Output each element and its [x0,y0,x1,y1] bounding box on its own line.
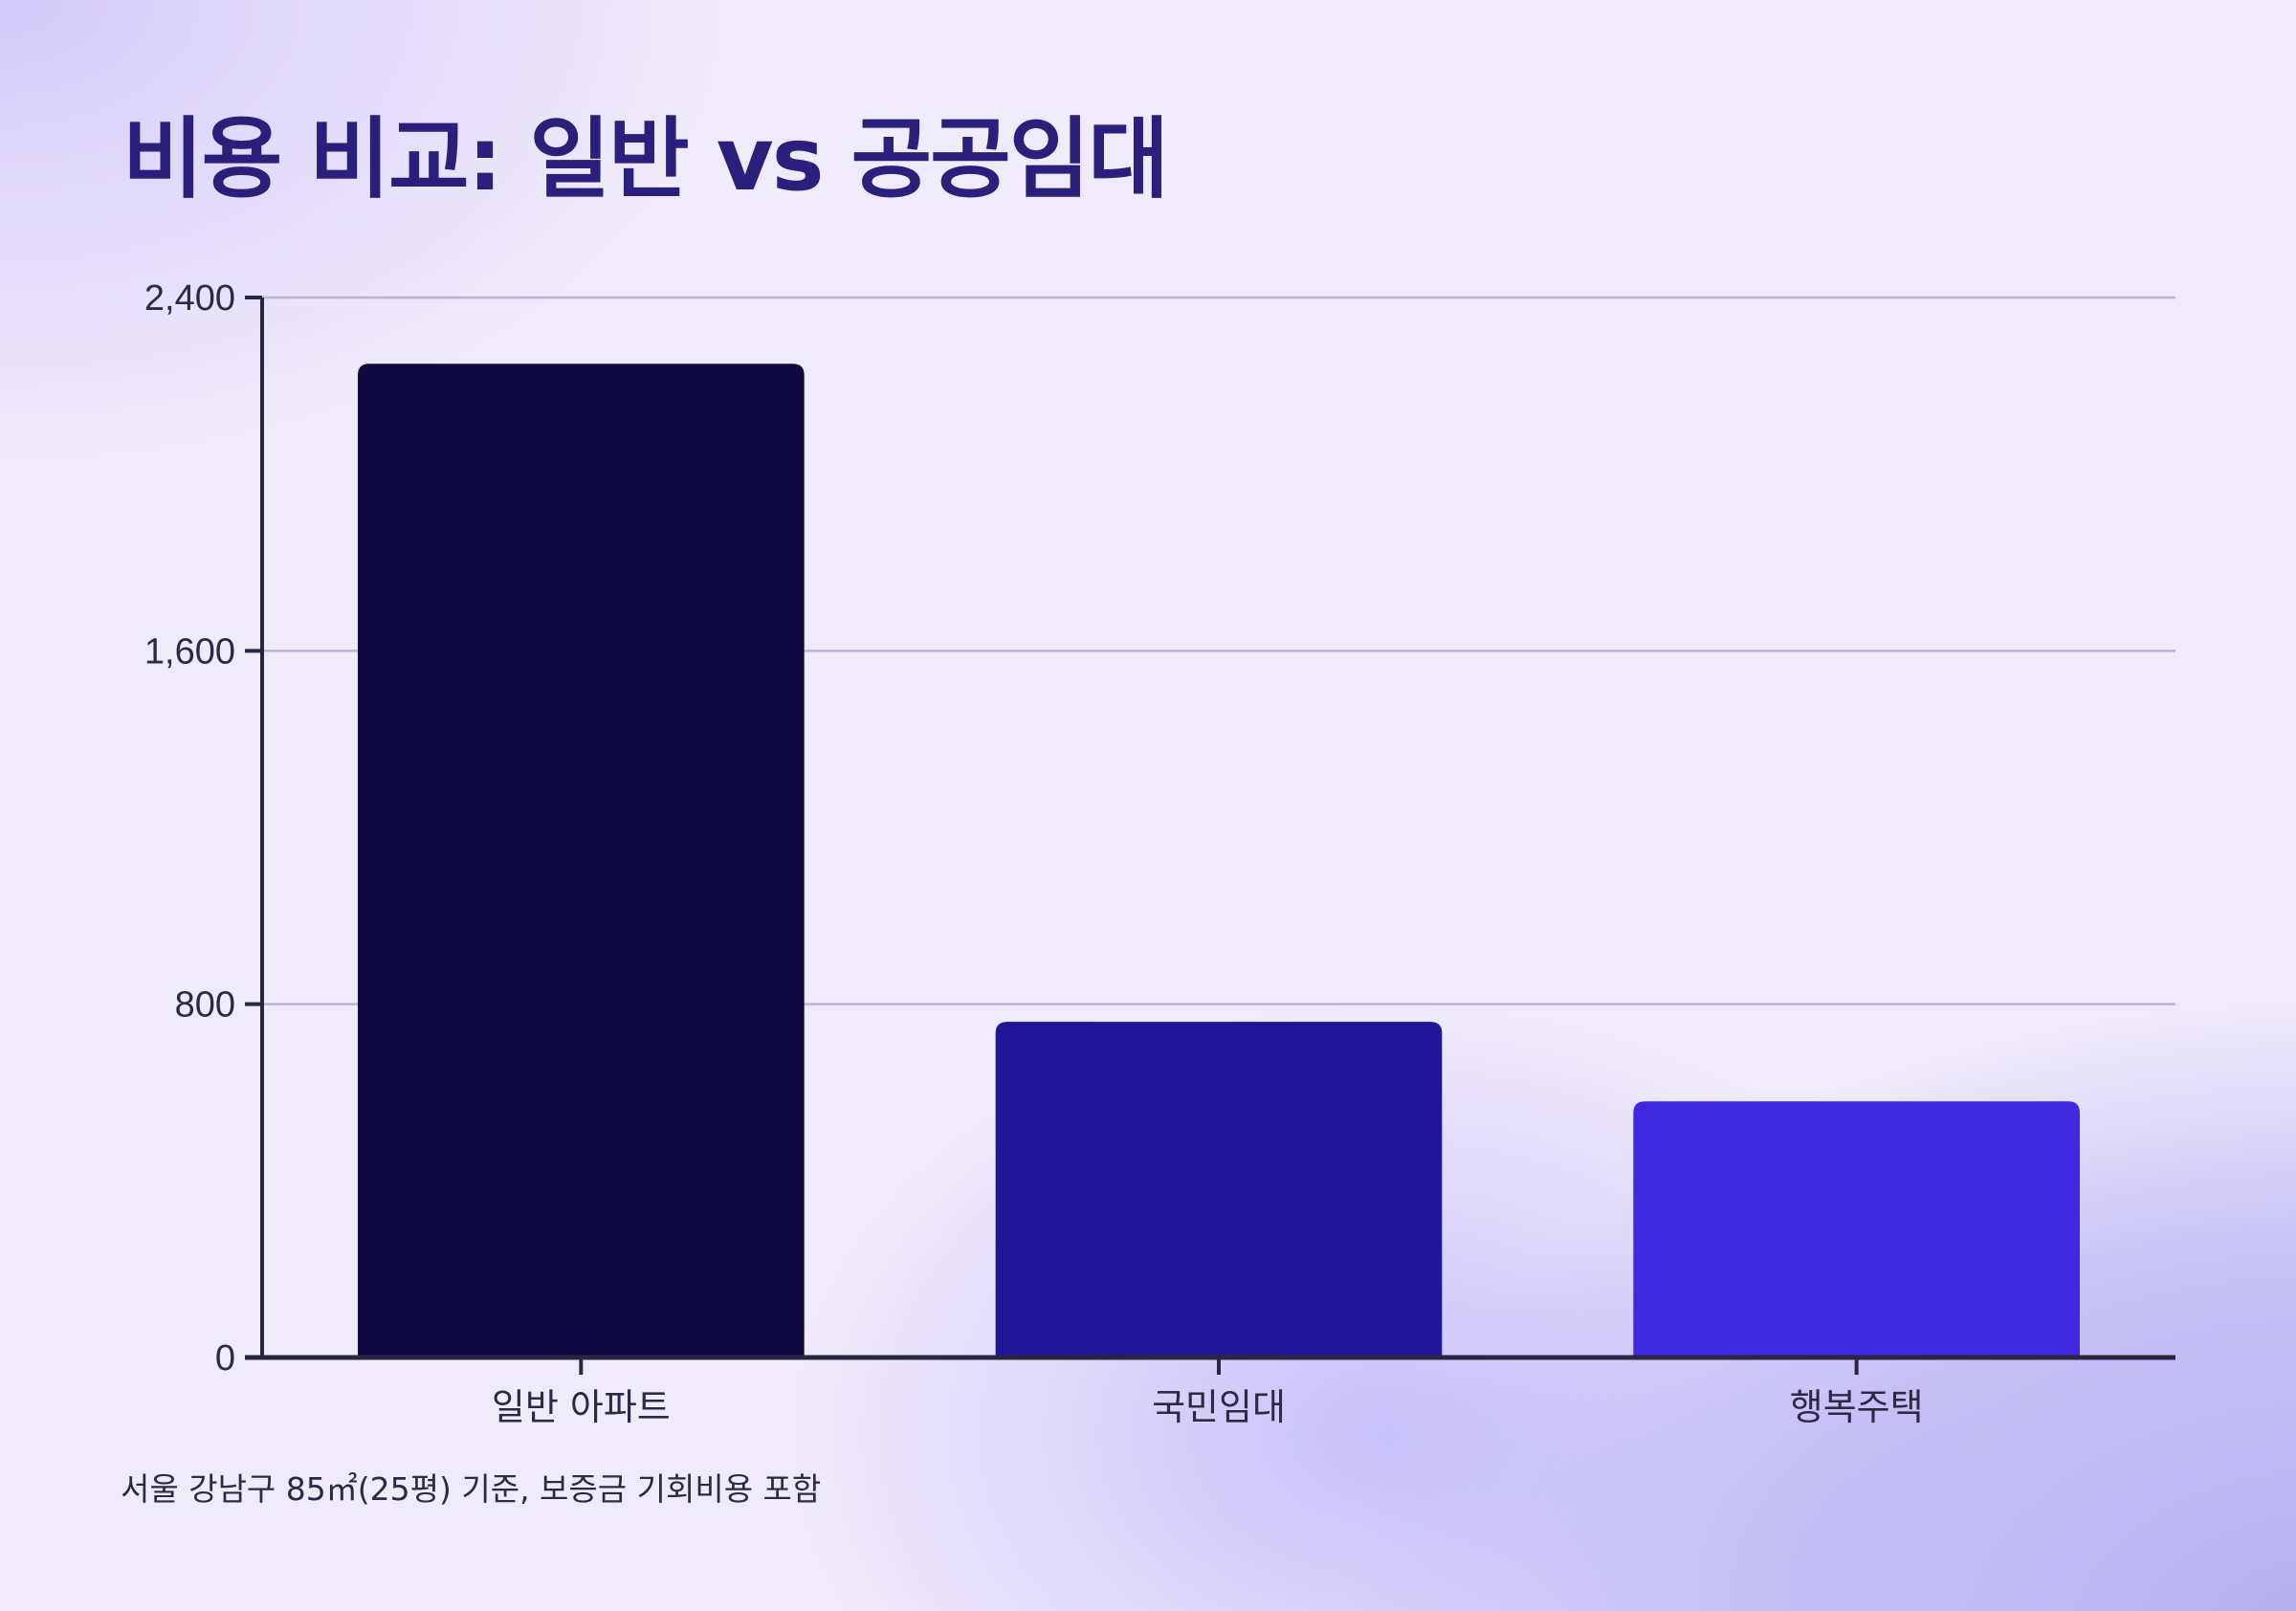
y-axis-ticks: 0 800 1,600 2,400 [144,278,262,1379]
x-tick-label: 국민임대 [1152,1386,1286,1428]
bars [358,364,2080,1357]
bar [995,1022,1443,1357]
y-tick-label: 800 [175,985,235,1026]
bar [358,364,805,1357]
x-tick-label: 일반 아파트 [492,1386,671,1428]
y-tick-label: 0 [215,1338,235,1379]
bar [1633,1101,2080,1357]
x-axis-ticks: 일반 아파트 국민임대 행복주택 [492,1357,1924,1428]
y-tick-label: 2,400 [144,278,235,319]
chart-footnote: 서울 강남구 85㎡(25평) 기준, 보증금 기회비용 포함 [121,1470,822,1508]
chart-title: 비용 비교: 일반 vs 공공임대 [122,108,1169,210]
x-tick-label: 행복주택 [1790,1386,1924,1428]
y-tick-label: 1,600 [144,631,235,672]
